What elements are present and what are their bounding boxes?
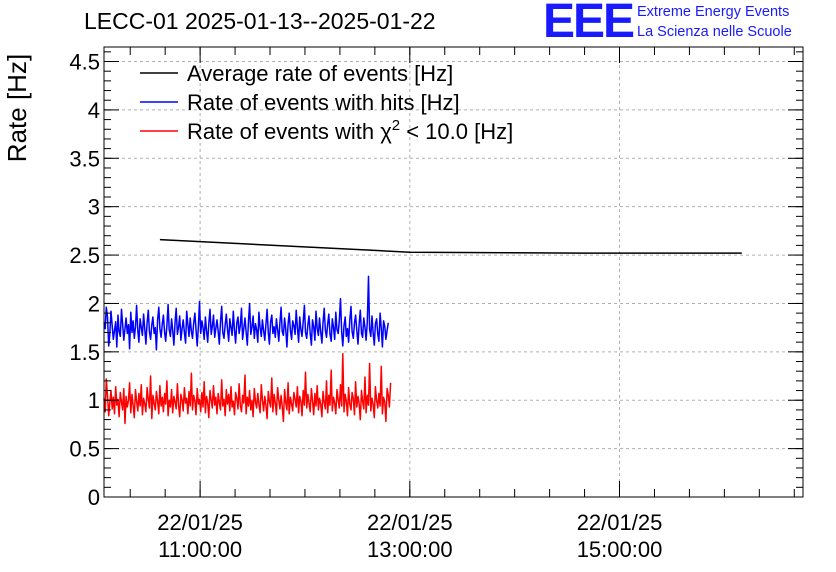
y-tick-label: 4 xyxy=(88,98,100,123)
legend-label-2: Rate of events with χ2 < 10.0 [Hz] xyxy=(187,117,513,144)
y-tick-label: 3 xyxy=(88,195,100,220)
y-tick-label: 1 xyxy=(88,388,100,413)
series-lines xyxy=(103,238,742,425)
y-tick-label: 0 xyxy=(88,485,100,510)
x-tick-time-label: 11:00:00 xyxy=(158,537,242,562)
axis-labels: 00.511.522.533.544.522/01/2511:00:0022/0… xyxy=(69,50,662,562)
x-tick-date-label: 22/01/25 xyxy=(157,510,243,535)
logo-tagline-2: La Scienza nelle Scuole xyxy=(637,24,792,40)
chart-title: LECC-01 2025-01-13--2025-01-22 xyxy=(84,8,436,34)
y-tick-label: 0.5 xyxy=(69,437,100,462)
series-line-2 xyxy=(103,353,392,425)
x-tick-date-label: 22/01/25 xyxy=(367,510,453,535)
legend-label-1: Rate of events with hits [Hz] xyxy=(187,90,460,115)
series-line-0 xyxy=(159,238,742,254)
y-axis-label: Rate [Hz] xyxy=(2,54,32,162)
plot-frame xyxy=(103,46,804,498)
axis-ticks xyxy=(104,47,803,498)
logo-tagline-1: Extreme Energy Events xyxy=(637,4,790,20)
x-tick-date-label: 22/01/25 xyxy=(577,510,663,535)
eee-logo: EEE xyxy=(543,0,635,48)
y-tick-label: 4.5 xyxy=(69,50,100,75)
y-tick-label: 1.5 xyxy=(69,340,100,365)
y-tick-label: 2.5 xyxy=(69,243,100,268)
x-tick-time-label: 15:00:00 xyxy=(577,537,663,562)
grid-lines xyxy=(104,47,803,497)
series-line-1 xyxy=(103,275,390,351)
y-tick-label: 3.5 xyxy=(69,146,100,171)
y-tick-label: 2 xyxy=(88,291,100,316)
legend-label-0: Average rate of events [Hz] xyxy=(187,61,453,86)
legend: Average rate of events [Hz] Rate of event… xyxy=(140,61,513,144)
x-tick-time-label: 13:00:00 xyxy=(367,537,453,562)
